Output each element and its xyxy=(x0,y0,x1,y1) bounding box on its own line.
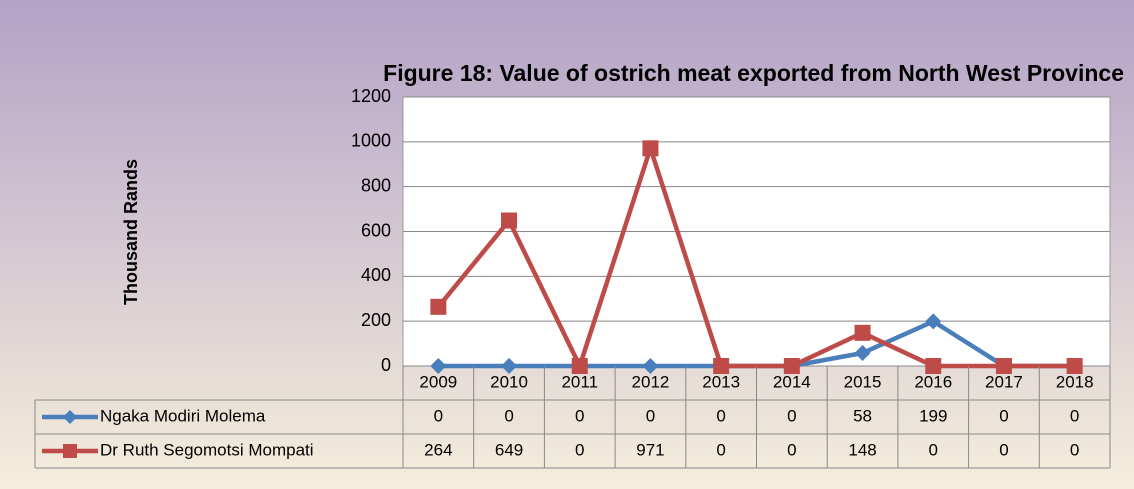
y-tick-label: 1200 xyxy=(351,86,391,106)
legend-marker xyxy=(63,410,77,424)
table-value: 58 xyxy=(853,406,872,425)
x-tick-label: 2015 xyxy=(844,372,882,391)
marker xyxy=(783,358,800,374)
marker xyxy=(925,313,942,330)
marker xyxy=(501,358,518,374)
table-value: 0 xyxy=(787,406,796,425)
table-value: 0 xyxy=(999,406,1008,425)
y-tick-label: 400 xyxy=(361,265,391,285)
marker xyxy=(501,212,518,229)
y-tick-label: 0 xyxy=(381,355,391,375)
marker xyxy=(925,358,942,374)
table-value: 264 xyxy=(424,440,452,459)
table-value: 0 xyxy=(434,406,443,425)
y-axis-label: Thousand Rands xyxy=(121,159,141,305)
table-value: 0 xyxy=(575,440,584,459)
table-value: 0 xyxy=(716,406,725,425)
marker xyxy=(854,344,871,361)
y-tick-label: 200 xyxy=(361,310,391,330)
x-tick-label: 2011 xyxy=(561,372,598,391)
x-tick-label: 2018 xyxy=(1056,372,1094,391)
table-value: 0 xyxy=(646,406,655,425)
marker xyxy=(430,358,447,374)
x-tick-label: 2013 xyxy=(702,372,740,391)
table-value: 0 xyxy=(716,440,725,459)
x-tick-label: 2017 xyxy=(985,372,1023,391)
marker xyxy=(430,298,447,315)
table-value: 649 xyxy=(495,440,523,459)
table-value: 0 xyxy=(575,406,584,425)
table-value: 0 xyxy=(929,440,938,459)
y-tick-label: 1000 xyxy=(351,131,391,151)
table-value: 0 xyxy=(787,440,796,459)
table-value: 0 xyxy=(1070,406,1079,425)
legend-marker xyxy=(63,444,77,458)
marker xyxy=(571,358,588,374)
legend-label: Ngaka Modiri Molema xyxy=(100,406,266,425)
table-value: 971 xyxy=(636,440,664,459)
chart-title: Figure 18: Value of ostrich meat exporte… xyxy=(383,60,1124,86)
x-tick-label: 2012 xyxy=(632,372,670,391)
marker xyxy=(1066,358,1083,374)
table-value: 199 xyxy=(919,406,947,425)
x-tick-label: 2016 xyxy=(914,372,952,391)
x-tick-label: 2014 xyxy=(773,372,811,391)
table-value: 148 xyxy=(848,440,876,459)
marker xyxy=(995,358,1012,374)
table-value: 0 xyxy=(1070,440,1079,459)
y-tick-label: 800 xyxy=(361,175,391,195)
marker xyxy=(854,324,871,341)
marker xyxy=(642,358,659,374)
x-tick-label: 2010 xyxy=(490,372,528,391)
y-tick-label: 600 xyxy=(361,220,391,240)
x-tick-label: 2009 xyxy=(419,372,457,391)
legend-label: Dr Ruth Segomotsi Mompati xyxy=(100,440,314,459)
marker xyxy=(642,140,659,157)
table-value: 0 xyxy=(999,440,1008,459)
table-value: 0 xyxy=(504,406,513,425)
marker xyxy=(713,358,730,374)
